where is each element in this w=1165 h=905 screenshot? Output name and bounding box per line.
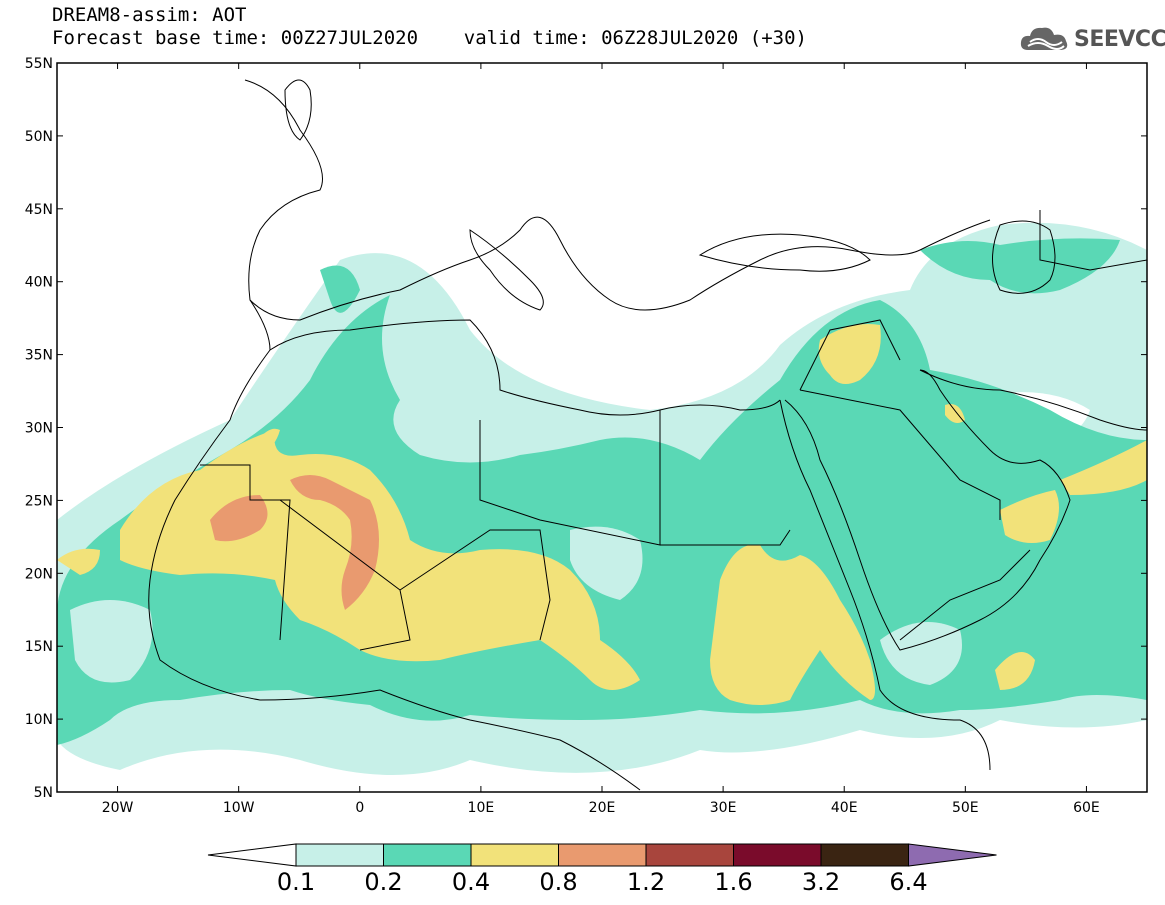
- lon-label: 60E: [1073, 800, 1100, 816]
- colorbar-swatch: [558, 843, 647, 867]
- aot-level-0.2: [57, 295, 1147, 745]
- colorbar-swatch: [645, 843, 734, 867]
- aot-level-0.4-gulf: [945, 404, 965, 424]
- coastline-black-sea: [698, 233, 871, 272]
- aot-level-0.4-coast: [258, 428, 280, 452]
- coastline-italy: [469, 229, 544, 311]
- colorbar-swatch: [383, 843, 472, 867]
- aot-level-0.4-arabia-north: [818, 324, 881, 384]
- coastline-north-africa: [269, 319, 781, 416]
- coastline-britain: [284, 79, 312, 141]
- logo-text: SEEVCCC: [1074, 27, 1165, 52]
- colorbar: [207, 843, 997, 867]
- colorbar-swatch: [470, 843, 559, 867]
- lon-label: 40E: [831, 800, 858, 816]
- colorbar-label: 0.1: [276, 868, 316, 896]
- coastline-red-sea-east: [784, 369, 1071, 651]
- lat-label: 30N: [25, 421, 53, 437]
- colorbar-label: 0.8: [539, 868, 578, 896]
- lat-label: 25N: [25, 493, 53, 509]
- lon-label: 0: [355, 800, 364, 816]
- lon-label: 20E: [589, 800, 616, 816]
- lat-label: 45N: [25, 202, 53, 218]
- lon-label: 30E: [710, 800, 737, 816]
- colorbar-under-arrow: [207, 843, 297, 867]
- aot-level-0.4-atlantic: [57, 548, 100, 575]
- border-yemen: [899, 549, 1031, 641]
- lat-label: 50N: [25, 129, 53, 145]
- coastline-arabia-east: [919, 369, 1147, 431]
- lat-label: 55N: [25, 56, 53, 72]
- aot-level-0.2-band-west: [320, 265, 360, 313]
- aot-level-0.4-iran: [1060, 440, 1147, 495]
- coastline-red-sea-west: [779, 399, 991, 771]
- coastline-caspian: [992, 220, 1056, 294]
- border-iran: [1039, 210, 1147, 271]
- lat-label: 15N: [25, 639, 53, 655]
- colorbar-swatch: [733, 843, 822, 867]
- lon-label: 20W: [102, 800, 134, 816]
- border-mali-niger: [279, 499, 411, 651]
- colorbar-label: 0.2: [364, 868, 403, 896]
- colorbar-label: 1.2: [626, 868, 666, 896]
- coastlines: [148, 79, 1147, 791]
- aot-level-0.8-west: [210, 495, 268, 542]
- aot-level-0.8-central: [290, 475, 379, 610]
- aot-level-0.4-oman: [1000, 490, 1059, 544]
- lon-label: 10W: [223, 800, 255, 816]
- aot-level-0.4-east: [710, 544, 875, 705]
- title-line-1: DREAM8-assim: AOT: [52, 4, 247, 26]
- colorbar-label: 6.4: [889, 868, 928, 896]
- border-saudi: [799, 389, 1001, 520]
- lon-label: 50E: [952, 800, 979, 816]
- lat-label: 40N: [25, 275, 53, 291]
- border-libya-egypt: [479, 410, 661, 546]
- coastline-africa: [148, 299, 641, 791]
- colorbar-swatch: [295, 843, 384, 867]
- lat-axis: 55N 50N 45N 40N 35N 30N 25N 20N 15N 10N 5N: [25, 56, 1147, 801]
- colorbar-over-arrow: [908, 843, 997, 867]
- aot-level-0.2-band-north: [920, 238, 1120, 294]
- aot-level-0.2-gap-1: [70, 600, 153, 683]
- lat-label: 5N: [34, 785, 53, 801]
- cloud-icon: [1020, 27, 1068, 50]
- aot-level-0.4-socotra: [995, 652, 1035, 690]
- border-chad: [399, 529, 551, 641]
- colorbar-label: 3.2: [801, 868, 841, 896]
- seevccc-logo: SEEVCCC: [1018, 22, 1165, 56]
- border-iraq: [799, 319, 901, 391]
- aot-level-0.2-gap-2: [570, 526, 643, 600]
- colorbar-swatch: [820, 843, 909, 867]
- lon-label: 10E: [468, 800, 495, 816]
- colorbar-label: 0.4: [451, 868, 491, 896]
- lat-label: 10N: [25, 712, 53, 728]
- lat-label: 20N: [25, 566, 53, 582]
- aot-level-0.2-gap-3: [880, 622, 962, 685]
- title-line-2: Forecast base time: 00Z27JUL2020 valid t…: [52, 27, 807, 49]
- lon-axis: 20W 10W 0 10E 20E 30E 40E 50E 60E: [102, 63, 1100, 816]
- aot-field: [57, 222, 1147, 775]
- border-sahara: [200, 464, 291, 641]
- lat-label: 35N: [25, 348, 53, 364]
- border-sudan: [660, 529, 791, 546]
- coastline-europe: [244, 79, 991, 321]
- colorbar-label: 1.6: [714, 868, 753, 896]
- title-block: DREAM8-assim: AOT Forecast base time: 00Z…: [52, 4, 807, 50]
